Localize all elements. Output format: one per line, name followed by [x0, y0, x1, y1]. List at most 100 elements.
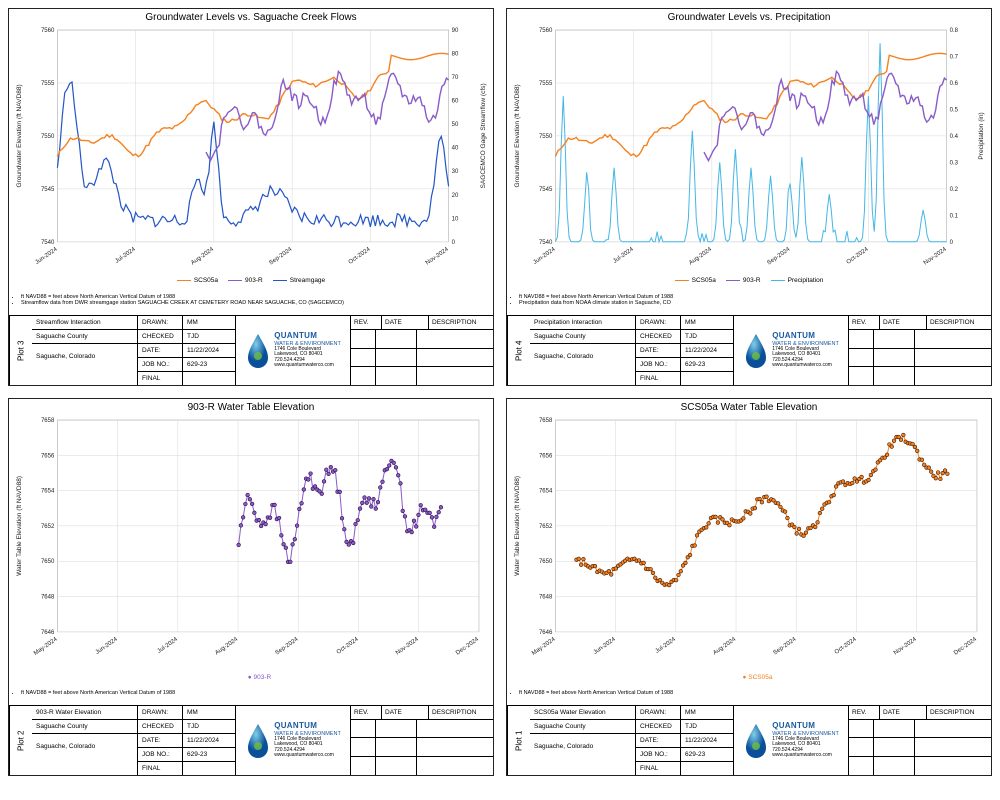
svg-text:May-2024: May-2024: [531, 636, 557, 657]
svg-text:7545: 7545: [539, 187, 553, 193]
svg-text:Jun-2024: Jun-2024: [593, 636, 618, 656]
svg-text:7656: 7656: [539, 453, 553, 459]
plot-label: Plot 2: [9, 706, 32, 775]
svg-text:Nov-2024: Nov-2024: [893, 636, 918, 656]
company-logo: QUANTUM WATER & ENVIRONMENT 1746 Cole Bo…: [236, 706, 351, 775]
company-logo: QUANTUM WATER & ENVIRONMENT 1746 Cole Bo…: [236, 316, 351, 385]
panel-plot1: SCS05a Water Table Elevation 76467648765…: [506, 398, 992, 776]
footnotes: ft NAVD88 = feet above North American Ve…: [9, 292, 493, 310]
svg-text:0.3: 0.3: [950, 160, 959, 166]
legend-plot4: SCS05a 903-R Precipitation: [507, 276, 991, 286]
svg-text:90: 90: [452, 28, 459, 34]
chart-title: Groundwater Levels vs. Saguache Creek Fl…: [9, 9, 493, 24]
chart-plot2: 7646764876507652765476567658May-2024Jun-…: [9, 414, 493, 666]
svg-text:Jul-2024: Jul-2024: [612, 246, 635, 265]
title-block: Plot 3 Streamflow Interaction Saguache C…: [9, 315, 493, 385]
project-col: Precipitation Interaction Saguache Count…: [530, 316, 636, 385]
chart-plot3: 75407545755075557560Jun-2024Jul-2024Aug-…: [9, 24, 493, 276]
plot-label: Plot 1: [507, 706, 530, 775]
svg-text:0.8: 0.8: [950, 28, 959, 34]
svg-text:7648: 7648: [41, 594, 55, 600]
project-col: SCS05a Water Elevation Saguache County S…: [530, 706, 636, 775]
svg-text:Dec-2024: Dec-2024: [953, 636, 978, 656]
panel-plot4: Groundwater Levels vs. Precipitation 754…: [506, 8, 992, 386]
svg-text:0.6: 0.6: [950, 81, 959, 87]
company-logo: QUANTUM WATER & ENVIRONMENT 1746 Cole Bo…: [734, 316, 849, 385]
svg-text:7550: 7550: [539, 134, 553, 140]
svg-text:Water Table Elevation (ft NAVD: Water Table Elevation (ft NAVD88): [514, 476, 521, 576]
svg-text:Groundwater Elevation (ft NAVD: Groundwater Elevation (ft NAVD88): [16, 84, 23, 187]
company-logo: QUANTUM WATER & ENVIRONMENT 1746 Cole Bo…: [734, 706, 849, 775]
svg-text:7658: 7658: [539, 418, 553, 424]
chart-title: SCS05a Water Table Elevation: [507, 399, 991, 414]
plot-label: Plot 3: [9, 316, 32, 385]
project-col: 903-R Water Elevation Saguache County Sa…: [32, 706, 138, 775]
svg-text:7652: 7652: [539, 524, 553, 530]
svg-text:0.7: 0.7: [950, 55, 959, 61]
svg-text:Sep-2024: Sep-2024: [773, 636, 798, 656]
legend-plot1: ● SCS05a: [507, 673, 991, 683]
svg-text:May-2024: May-2024: [33, 636, 59, 657]
svg-text:Oct-2024: Oct-2024: [846, 246, 870, 266]
svg-text:Jun-2024: Jun-2024: [532, 246, 557, 266]
svg-text:7656: 7656: [41, 453, 55, 459]
svg-text:Water Table Elevation (ft NAVD: Water Table Elevation (ft NAVD88): [16, 476, 23, 576]
chart-plot4: 75407545755075557560Jun-2024Jul-2024Aug-…: [507, 24, 991, 276]
svg-text:50: 50: [452, 122, 459, 128]
svg-text:7650: 7650: [539, 559, 553, 565]
svg-text:7654: 7654: [539, 488, 553, 494]
svg-text:Jun-2024: Jun-2024: [34, 246, 59, 266]
svg-text:Oct-2024: Oct-2024: [336, 636, 360, 656]
svg-text:0: 0: [950, 240, 954, 246]
svg-text:40: 40: [452, 146, 459, 152]
revision-table: REV.DATEDESCRIPTION: [849, 706, 991, 775]
svg-text:Groundwater Elevation (ft NAVD: Groundwater Elevation (ft NAVD88): [514, 84, 521, 187]
svg-text:30: 30: [452, 169, 459, 175]
svg-text:Aug-2024: Aug-2024: [190, 246, 215, 266]
svg-text:7540: 7540: [539, 240, 553, 246]
svg-text:0.2: 0.2: [950, 187, 959, 193]
legend-plot3: SCS05a 903-R Streamgage: [9, 276, 493, 286]
svg-text:SAGCEMCO Gage Streamflow (cfs): SAGCEMCO Gage Streamflow (cfs): [480, 83, 487, 188]
svg-text:Nov-2024: Nov-2024: [923, 246, 948, 266]
svg-text:0: 0: [452, 240, 456, 246]
svg-text:Jul-2024: Jul-2024: [157, 636, 180, 655]
svg-text:10: 10: [452, 216, 459, 222]
svg-text:7545: 7545: [41, 187, 55, 193]
svg-text:0.5: 0.5: [950, 107, 959, 113]
plot-label: Plot 4: [507, 316, 530, 385]
svg-text:Aug-2024: Aug-2024: [214, 636, 239, 656]
svg-text:Nov-2024: Nov-2024: [395, 636, 420, 656]
panel-plot3: Groundwater Levels vs. Saguache Creek Fl…: [8, 8, 494, 386]
svg-text:7560: 7560: [539, 28, 553, 34]
svg-text:7652: 7652: [41, 524, 55, 530]
revision-table: REV.DATEDESCRIPTION: [351, 706, 493, 775]
svg-text:7560: 7560: [41, 28, 55, 34]
panel-plot2: 903-R Water Table Elevation 764676487650…: [8, 398, 494, 776]
svg-text:Nov-2024: Nov-2024: [425, 246, 450, 266]
legend-plot2: ● 903-R: [9, 673, 493, 683]
svg-text:7550: 7550: [41, 134, 55, 140]
svg-text:Sep-2024: Sep-2024: [766, 246, 791, 266]
svg-text:0.4: 0.4: [950, 134, 959, 140]
chart-title: Groundwater Levels vs. Precipitation: [507, 9, 991, 24]
revision-table: REV.DATEDESCRIPTION: [351, 316, 493, 385]
footnotes: ft NAVD88 = feet above North American Ve…: [507, 292, 991, 310]
svg-text:Sep-2024: Sep-2024: [268, 246, 293, 266]
svg-text:Aug-2024: Aug-2024: [712, 636, 737, 656]
chart-plot1: 7646764876507652765476567658May-2024Jun-…: [507, 414, 991, 666]
project-col: Streamflow Interaction Saguache County S…: [32, 316, 138, 385]
svg-text:Oct-2024: Oct-2024: [834, 636, 858, 656]
svg-text:Jul-2024: Jul-2024: [655, 636, 678, 655]
svg-text:7555: 7555: [41, 81, 55, 87]
svg-text:Jun-2024: Jun-2024: [95, 636, 120, 656]
svg-text:Sep-2024: Sep-2024: [275, 636, 300, 656]
svg-text:7654: 7654: [41, 488, 55, 494]
svg-text:7646: 7646: [539, 630, 553, 636]
figure-grid: Groundwater Levels vs. Saguache Creek Fl…: [8, 8, 992, 776]
chart-title: 903-R Water Table Elevation: [9, 399, 493, 414]
svg-text:7650: 7650: [41, 559, 55, 565]
svg-text:60: 60: [452, 99, 459, 105]
svg-text:Aug-2024: Aug-2024: [688, 246, 713, 266]
svg-text:Oct-2024: Oct-2024: [348, 246, 372, 266]
